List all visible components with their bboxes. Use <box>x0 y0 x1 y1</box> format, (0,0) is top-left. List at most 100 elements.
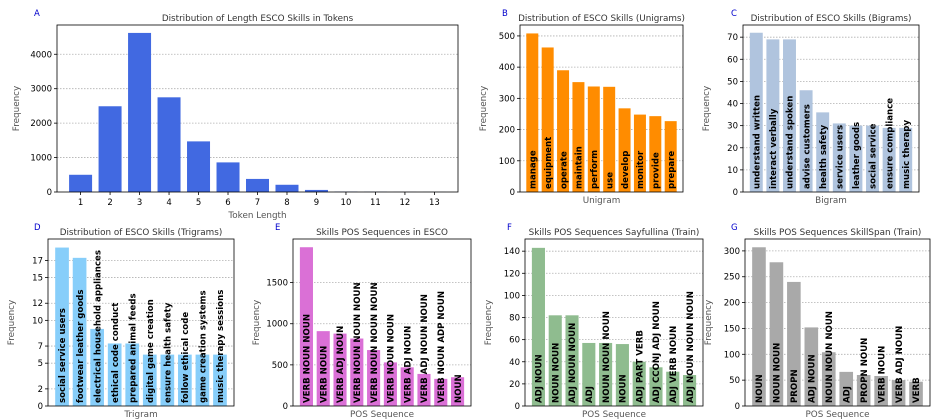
bar <box>666 371 680 406</box>
panel-g: NOUN NOUN NOUN PROPN ADJ NOUN NOUN NOUN NOUN… <box>704 223 931 419</box>
bar <box>856 374 871 406</box>
chart-title: Skills POS Sequences in ESCO <box>316 228 448 238</box>
bar <box>804 327 819 406</box>
x-tick-label: 8 <box>284 198 289 208</box>
bar-label: NOUN NOUN NOUN <box>602 311 612 403</box>
bar <box>882 127 896 192</box>
bar <box>213 354 227 406</box>
bar <box>839 371 854 406</box>
bar <box>526 33 539 193</box>
y-tick-label: 17 <box>32 256 43 266</box>
bar-label: electrical household appliances <box>93 250 103 403</box>
x-axis-label: Trigram <box>123 410 157 419</box>
bar <box>783 39 796 192</box>
bar-label: ADJ <box>842 386 852 403</box>
axes-frame <box>519 24 684 193</box>
bar <box>766 39 780 192</box>
bar <box>587 86 600 192</box>
bar-label: VERB NOUN <box>319 346 329 403</box>
panel-a: 1 2 3 4 5 6 7 8 9 10 11 12 1301000200030004000Distri… <box>12 9 459 221</box>
bar-label: music therapy <box>902 120 912 189</box>
bar <box>125 343 140 406</box>
bar <box>769 262 784 406</box>
bar-label: VERB ADJ NOUN NOUN <box>420 294 430 403</box>
bar <box>649 367 663 406</box>
bar <box>417 373 431 406</box>
y-tick-label: 40 <box>509 358 520 368</box>
y-tick-label: 60 <box>727 55 738 65</box>
y-axis-label: Frequency <box>702 86 712 131</box>
bar-label: operate <box>559 151 569 189</box>
y-tick-label: 0 <box>735 402 740 412</box>
panel-letter: E <box>275 223 280 233</box>
x-tick-label: 9 <box>314 198 319 208</box>
y-tick-label: 0 <box>515 402 520 412</box>
axes-frame <box>524 238 704 407</box>
bar <box>899 127 913 192</box>
bar <box>874 376 888 406</box>
bar <box>541 47 554 192</box>
bar-label: prepare <box>667 151 677 189</box>
bar-label: ADJ PART VERB <box>635 330 645 403</box>
bar-label: ADJ NOUN NOUN NOUN <box>686 291 696 403</box>
bar <box>615 344 629 406</box>
bar <box>275 184 299 192</box>
bar-label: maintain <box>575 146 585 189</box>
x-tick-label: 10 <box>341 198 352 208</box>
y-tick-label: 100 <box>724 350 740 360</box>
bar-label: ADJ NOUN <box>808 354 818 403</box>
bar-label: social service users <box>58 308 68 403</box>
bar <box>599 342 613 406</box>
y-tick-label: 12 <box>32 299 43 309</box>
bar <box>383 362 397 406</box>
bar <box>633 114 646 192</box>
bar <box>107 343 122 406</box>
bar <box>195 354 210 406</box>
chart-title: Skills POS Sequences SkillSpan (Train) <box>754 228 922 238</box>
bar-label: NOUN NOUN <box>551 343 561 403</box>
bar-label: VERB NOUN NOUN <box>303 314 313 403</box>
chart-title: Distribution of ESCO Skills (Trigrams) <box>60 228 223 238</box>
x-tick-label: 7 <box>255 198 260 208</box>
x-axis-label: POS Sequence <box>350 410 414 419</box>
panel-letter: G <box>731 223 738 233</box>
y-tick-label: 7 <box>38 342 43 352</box>
bar-label: ethical code conduct <box>111 303 121 403</box>
y-tick-label: 2 <box>38 385 43 395</box>
bar <box>72 257 87 406</box>
bar <box>55 247 69 406</box>
y-tick-label: 100 <box>499 157 515 167</box>
panel-b: manage equipment operate maintain perform use… <box>479 9 685 206</box>
y-tick-label: 1000 <box>266 320 288 330</box>
y-axis-label: Frequency <box>252 300 262 345</box>
y-tick-label: 2000 <box>30 119 52 129</box>
bar-label: monitor <box>636 150 646 189</box>
bar-label: PROPN <box>790 369 800 403</box>
bar <box>299 247 313 406</box>
x-axis-label: POS Sequence <box>805 410 869 419</box>
y-tick-label: 30 <box>727 122 738 132</box>
bar-label: VERB ADJ NOUN <box>336 326 346 403</box>
bar <box>572 82 585 192</box>
y-tick-label: 150 <box>724 324 740 334</box>
bar-label: ADJ <box>585 386 595 403</box>
y-tick-label: 20 <box>509 380 520 390</box>
bar-label: ADJ NOUN <box>535 354 545 403</box>
y-tick-label: 10 <box>32 316 43 326</box>
bar-label: NOUN <box>755 374 765 403</box>
x-tick-label: 5 <box>196 198 201 208</box>
bar <box>683 375 697 406</box>
bar-label: NOUN <box>619 374 629 403</box>
y-tick-label: 120 <box>504 269 520 279</box>
y-tick-label: 40 <box>727 100 738 110</box>
chart-title: Skills POS Sequences Sayfullina (Train) <box>529 228 700 238</box>
bar-label: ensure health safety <box>164 302 174 403</box>
y-tick-label: 0 <box>47 188 52 198</box>
bar-label: VERB ADJ NOUN <box>895 326 905 403</box>
x-axis-label: Bigram <box>815 196 847 206</box>
axes-frame <box>47 238 235 407</box>
bar <box>69 174 93 192</box>
bar-label: manage <box>529 150 539 189</box>
bar-label: VERB <box>912 377 922 403</box>
